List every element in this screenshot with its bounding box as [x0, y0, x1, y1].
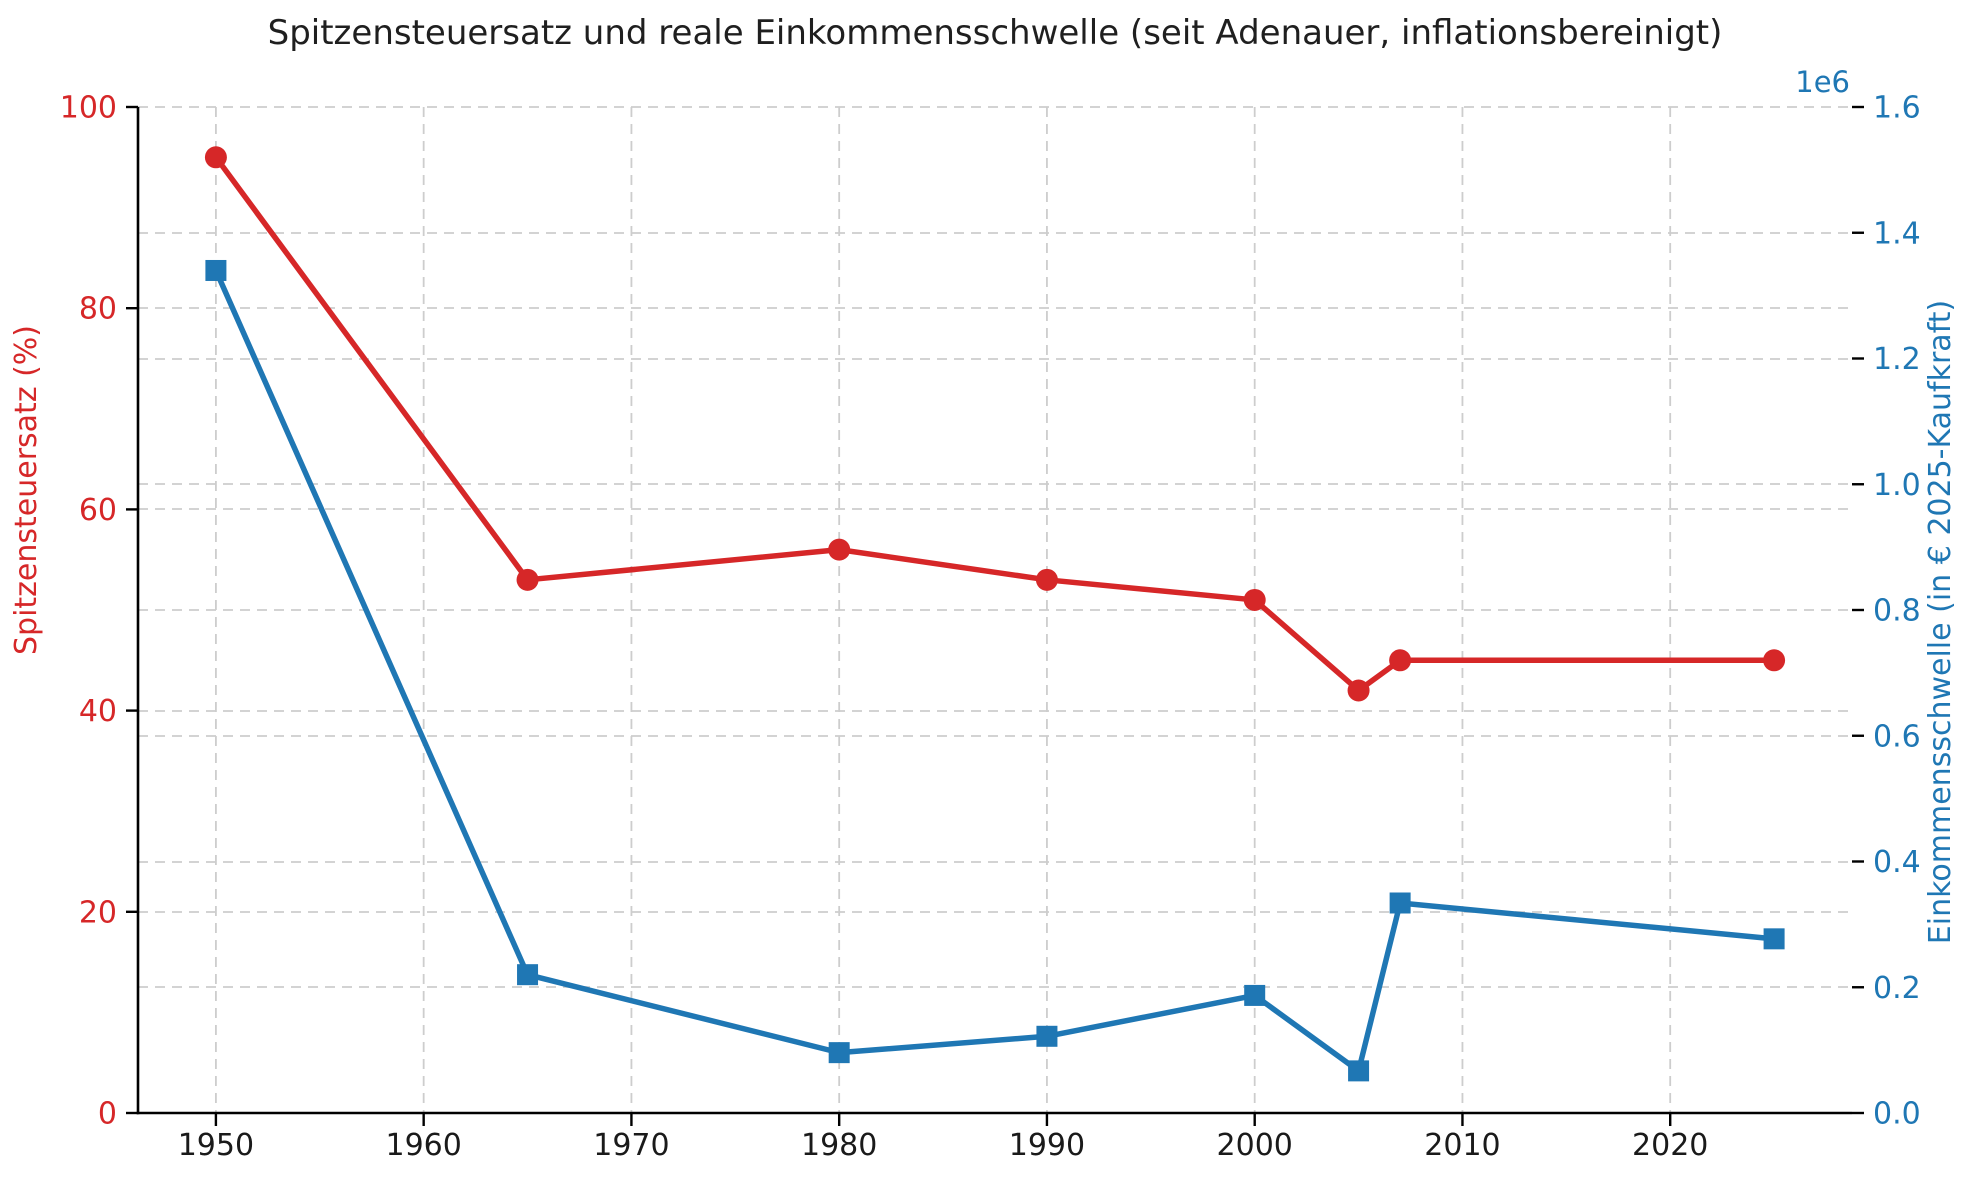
data-point-spitzensteuersatz — [1389, 649, 1412, 672]
data-point-einkommensschwelle — [205, 259, 227, 281]
left-tick-label: 0 — [98, 1097, 117, 1132]
data-point-spitzensteuersatz — [204, 146, 227, 169]
x-tick-label: 1960 — [385, 1128, 461, 1163]
chart-generated-layer: 0 20 40 60 80 100 0.0 0.2 0.4 0.6 0.8 1.0 1.2 1.4 1.6 1… — [60, 91, 1921, 1164]
x-tick-label: 1950 — [178, 1128, 254, 1163]
data-point-einkommensschwelle — [828, 1042, 850, 1064]
x-tick-label: 2010 — [1424, 1128, 1500, 1163]
x-tick-label: 1970 — [593, 1128, 669, 1163]
right-axis-title: Einkommensschwelle (in € 2025-Kaufkraft) — [1923, 300, 1958, 944]
left-axis-title: Spitzensteuersatz (%) — [9, 325, 44, 655]
data-point-einkommensschwelle — [1244, 984, 1266, 1006]
right-tick-label: 0.2 — [1873, 971, 1921, 1006]
x-tick-label: 1980 — [801, 1128, 877, 1163]
data-point-einkommensschwelle — [1389, 892, 1411, 914]
right-tick-label: 1.4 — [1873, 216, 1921, 251]
data-point-einkommensschwelle — [1348, 1060, 1370, 1082]
data-point-spitzensteuersatz — [516, 568, 539, 591]
left-tick-label: 80 — [79, 292, 117, 327]
left-tick-label: 60 — [79, 493, 117, 528]
data-point-spitzensteuersatz — [1347, 679, 1370, 702]
x-tick-label: 2000 — [1217, 1128, 1293, 1163]
left-tick-label: 20 — [79, 895, 117, 930]
x-tick-label: 1990 — [1009, 1128, 1085, 1163]
data-point-einkommensschwelle — [517, 964, 539, 986]
data-point-einkommensschwelle — [1036, 1025, 1058, 1047]
right-tick-label: 1.0 — [1873, 468, 1921, 503]
right-tick-label: 0.6 — [1873, 719, 1921, 754]
left-tick-label: 40 — [79, 694, 117, 729]
right-tick-label: 0.4 — [1873, 845, 1921, 880]
right-tick-label: 0.0 — [1873, 1097, 1921, 1132]
x-tick-label: 2020 — [1632, 1128, 1708, 1163]
left-tick-label: 100 — [60, 91, 117, 126]
data-point-spitzensteuersatz — [1035, 568, 1058, 591]
right-axis-offset-label: 1e6 — [1795, 65, 1850, 99]
data-point-spitzensteuersatz — [1763, 649, 1786, 672]
data-point-spitzensteuersatz — [1243, 588, 1266, 611]
right-tick-label: 0.8 — [1873, 594, 1921, 629]
data-point-spitzensteuersatz — [828, 538, 851, 561]
right-tick-label: 1.2 — [1873, 342, 1921, 377]
chart-title: Spitzensteuersatz und reale Einkommenssc… — [268, 13, 1723, 53]
right-tick-label: 1.6 — [1873, 91, 1921, 126]
data-point-einkommensschwelle — [1763, 928, 1785, 950]
series-line-einkommensschwelle — [213, 267, 1777, 1074]
